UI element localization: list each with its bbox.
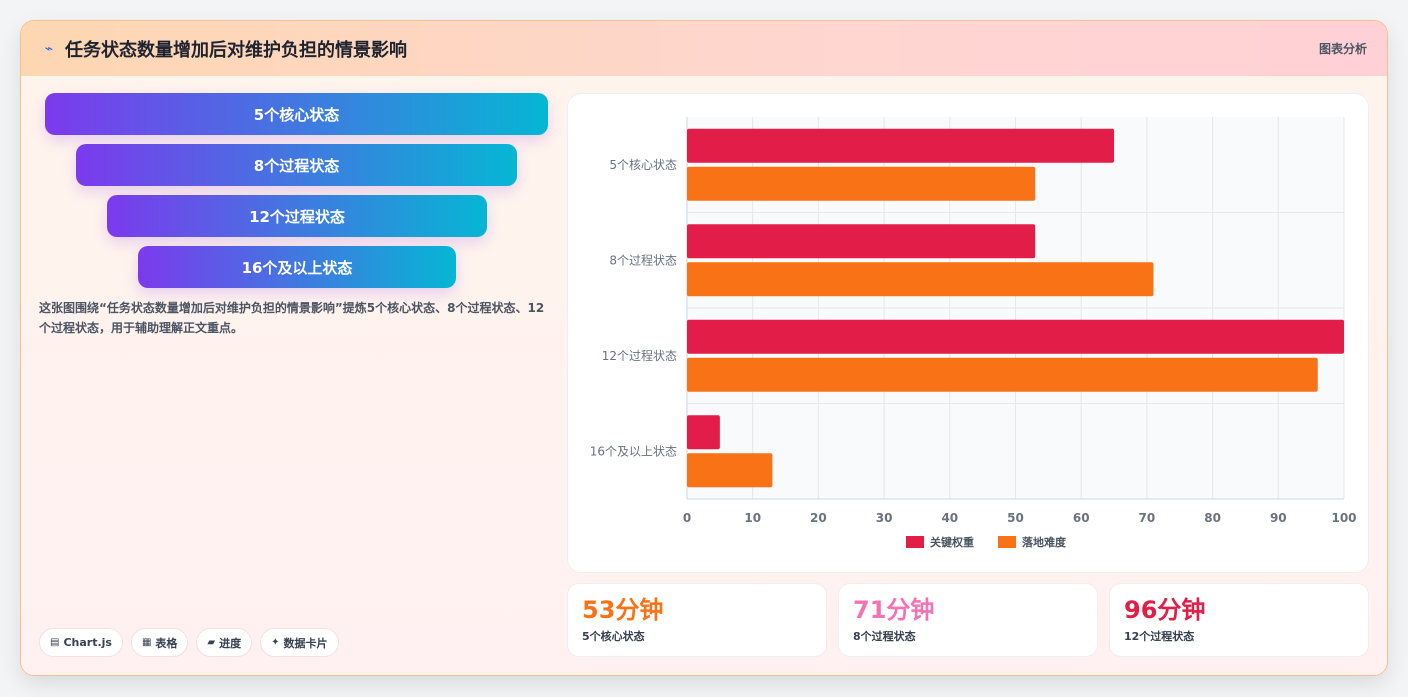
tag-label: 表格 [155, 636, 178, 650]
tag-label: Chart.js [63, 636, 112, 649]
funnel-item-label: 16个及以上状态 [241, 258, 353, 277]
kpi-label: 5个核心状态 [582, 630, 645, 643]
legend-swatch [906, 536, 924, 548]
progress-icon: ▰ [207, 637, 216, 648]
bar [687, 453, 773, 488]
page-title: 任务状态数量增加后对维护负担的情景影响 [65, 39, 407, 61]
funnel: 5个核心状态 8个过程状态 12个过程状态 16个及以上状态 [21, 91, 571, 291]
bar-chart: 0 10 20 30 40 50 60 70 80 90 100 5个核心状态 8个过程状态 12个过程状… [567, 93, 1369, 573]
tag-progress[interactable]: ▰ 进度 [196, 628, 253, 657]
legend-swatch [998, 536, 1016, 548]
kpi-card: 53分钟 5个核心状态 [567, 583, 827, 657]
table-icon: ▦ [141, 637, 152, 648]
x-tick-label: 90 [1270, 511, 1287, 525]
tag-label: 数据卡片 [283, 636, 328, 650]
tag-data-card[interactable]: ✦ 数据卡片 [260, 628, 339, 657]
kpi-label: 12个过程状态 [1124, 630, 1195, 643]
y-tick-label: 12个过程状态 [602, 348, 677, 363]
x-tick-label: 30 [876, 511, 893, 525]
main-card: ⌁ 任务状态数量增加后对维护负担的情景影响 图表分析 5个核心状态 8个过程状态… [20, 20, 1388, 676]
x-tick-label: 20 [810, 511, 827, 525]
kpi-value: 53分钟 [582, 596, 664, 624]
tag-table[interactable]: ▦ 表格 [130, 628, 189, 657]
chart-icon: ▤ [50, 637, 60, 648]
funnel-item-label: 12个过程状态 [249, 207, 345, 226]
legend-label: 落地难度 [1022, 535, 1067, 549]
x-tick-label: 10 [744, 511, 761, 525]
x-tick-label: 70 [1139, 511, 1156, 525]
y-tick-label: 5个核心状态 [609, 158, 677, 172]
card-header: ⌁ 任务状态数量增加后对维护负担的情景影响 图表分析 [21, 21, 1387, 76]
kpi-card: 96分钟 12个过程状态 [1109, 583, 1369, 657]
legend-label: 关键权重 [930, 535, 974, 549]
bar [687, 357, 1318, 392]
y-tick-label: 16个及以上状态 [590, 444, 677, 458]
x-tick-label: 100 [1331, 511, 1356, 525]
chart-analysis-label: 图表分析 [1318, 42, 1367, 56]
x-tick-label: 0 [683, 511, 691, 525]
tag-list: ▤ Chart.js ▦ 表格 ▰ 进度 ✦ 数据卡片 [39, 628, 339, 657]
title-wrap: ⌁ 任务状态数量增加后对维护负担的情景影响 [41, 36, 407, 62]
sparkle-icon: ✦ [271, 637, 280, 648]
funnel-item-label: 5个核心状态 [253, 105, 340, 124]
tag-chartjs[interactable]: ▤ Chart.js [39, 628, 123, 657]
trend-icon: ⌁ [44, 40, 54, 57]
kpi-value: 71分钟 [853, 596, 935, 624]
bar [687, 128, 1115, 163]
x-tick-label: 40 [941, 511, 958, 525]
x-tick-label: 80 [1204, 511, 1221, 525]
funnel-item: 16个及以上状态 [138, 246, 456, 288]
kpi-value: 96分钟 [1124, 596, 1206, 624]
tag-label: 进度 [219, 636, 242, 650]
funnel-item: 8个过程状态 [76, 144, 517, 186]
chart-description: 这张图围绕“任务状态数量增加后对维护负担的情景影响”提炼5个核心状态、8个过程状… [39, 301, 545, 335]
bar [687, 166, 1036, 201]
kpi-label: 8个过程状态 [853, 630, 916, 643]
bar-chart-svg: 0 10 20 30 40 50 60 70 80 90 100 5个核心状态 8个过程状态 12个过程状… [590, 117, 1357, 549]
bar [687, 262, 1154, 297]
y-tick-label: 8个过程状态 [609, 252, 677, 267]
funnel-item: 12个过程状态 [107, 195, 487, 237]
bar [687, 319, 1344, 354]
x-tick-label: 50 [1007, 511, 1024, 525]
bar [687, 224, 1036, 259]
kpi-card: 71分钟 8个过程状态 [838, 583, 1098, 657]
x-tick-label: 60 [1073, 511, 1090, 525]
funnel-item: 5个核心状态 [45, 93, 548, 135]
bar [687, 415, 720, 450]
funnel-item-label: 8个过程状态 [253, 156, 340, 175]
